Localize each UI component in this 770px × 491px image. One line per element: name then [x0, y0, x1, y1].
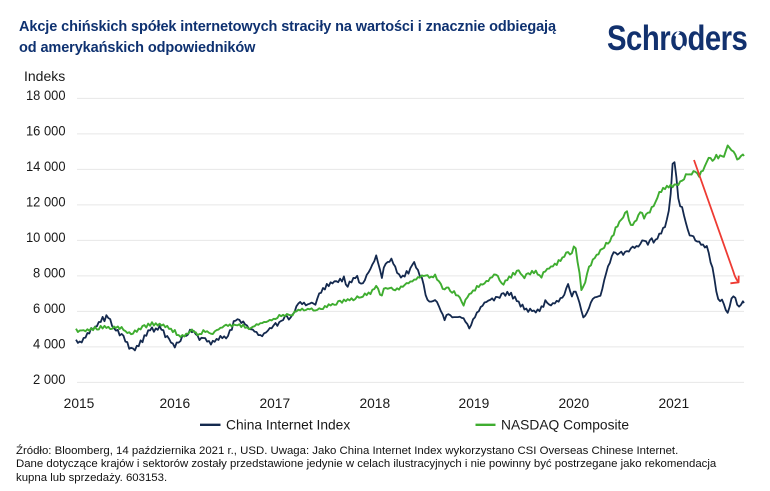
svg-text:14 000: 14 000 — [26, 159, 66, 174]
svg-text:16 000: 16 000 — [26, 123, 66, 138]
svg-text:NASDAQ Composite: NASDAQ Composite — [501, 418, 629, 433]
svg-text:6 000: 6 000 — [33, 301, 66, 316]
svg-text:10 000: 10 000 — [26, 230, 66, 245]
svg-text:12 000: 12 000 — [26, 194, 66, 209]
svg-text:Schroders: Schroders — [607, 19, 747, 58]
svg-text:8 000: 8 000 — [33, 265, 66, 280]
svg-text:2020: 2020 — [558, 396, 589, 411]
svg-text:4 000: 4 000 — [33, 336, 66, 351]
svg-text:18 000: 18 000 — [26, 88, 66, 103]
svg-text:2017: 2017 — [259, 396, 290, 411]
svg-text:China Internet Index: China Internet Index — [226, 418, 350, 433]
svg-text:2016: 2016 — [159, 396, 190, 411]
svg-text:2 000: 2 000 — [33, 372, 66, 387]
svg-text:2019: 2019 — [459, 396, 490, 411]
svg-text:2021: 2021 — [658, 396, 689, 411]
svg-text:2018: 2018 — [359, 396, 390, 411]
svg-text:2015: 2015 — [64, 396, 95, 411]
